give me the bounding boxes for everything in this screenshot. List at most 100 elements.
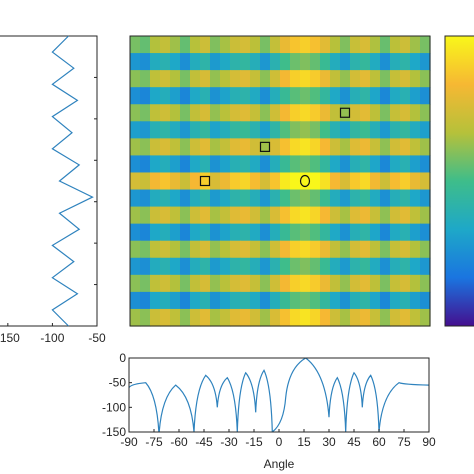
left-plot-ticks: -150 -100 -50 [0, 76, 106, 345]
heatmap-cell [310, 291, 321, 310]
heatmap-cell [260, 70, 271, 88]
heatmap-cell [360, 121, 371, 139]
heatmap-cell [200, 206, 211, 225]
heatmap-cell [200, 36, 211, 54]
heatmap-cell [330, 291, 341, 310]
heatmap-cell [340, 138, 351, 157]
heatmap-cell [400, 155, 411, 174]
heatmap-cell [280, 274, 291, 293]
heatmap-cell [380, 70, 391, 88]
heatmap-cell [220, 36, 231, 54]
heatmap-cell [320, 172, 331, 191]
heatmap-cell [210, 155, 221, 174]
heatmap-cell [240, 189, 251, 208]
heatmap-cell [370, 189, 381, 208]
heatmap-cell [420, 223, 431, 242]
heatmap-cell [210, 70, 221, 88]
heatmap-cell [240, 257, 251, 276]
heatmap-cell [210, 172, 221, 191]
heatmap-cell [340, 308, 351, 327]
heatmap-cell [280, 87, 291, 105]
heatmap-cell [340, 257, 351, 276]
heatmap-cell [160, 53, 171, 71]
heatmap-cell [310, 240, 321, 259]
heatmap-cell [170, 257, 181, 276]
bottom-x-tick-label: -30 [220, 435, 238, 449]
heatmap-cell [250, 104, 261, 122]
heatmap-cell [290, 104, 301, 122]
heatmap-cell [420, 308, 431, 327]
heatmap-cell [300, 53, 311, 71]
heatmap-cell [360, 36, 371, 54]
heatmap-cell [300, 87, 311, 105]
heatmap-cell [140, 104, 151, 122]
heatmap-cell [210, 257, 221, 276]
heatmap-cell [150, 257, 161, 276]
heatmap-cell [370, 53, 381, 71]
heatmap-cell [300, 223, 311, 242]
heatmap-cell [130, 291, 141, 310]
heatmap-cell [410, 291, 421, 310]
circle-marker [299, 174, 311, 188]
heatmap-cell [310, 257, 321, 276]
heatmap-cell [360, 53, 371, 71]
heatmap-cell [200, 257, 211, 276]
heatmap-cell [330, 87, 341, 105]
heatmap-cell [230, 257, 241, 276]
heatmap-cell [390, 291, 401, 310]
heatmap-cell [360, 240, 371, 259]
bottom-x-tick-label: -60 [170, 435, 188, 449]
heatmap-cell [410, 223, 421, 242]
heatmap-cell [140, 274, 151, 293]
heatmap-cell [400, 189, 411, 208]
heatmap-cell [420, 87, 431, 105]
heatmap-cell [290, 291, 301, 310]
heatmap-cell [280, 121, 291, 139]
bottom-x-tick-label: 30 [322, 435, 336, 449]
heatmap-cell [130, 257, 141, 276]
heatmap-cell [400, 308, 411, 327]
heatmap-frame [129, 35, 431, 327]
heatmap-cell [360, 172, 371, 191]
heatmap-cell [260, 206, 271, 225]
heatmap-cell [240, 138, 251, 157]
heatmap-cell [400, 53, 411, 71]
colorbar-frame [444, 35, 474, 327]
heatmap-cell [320, 257, 331, 276]
heatmap-cell [230, 138, 241, 157]
heatmap-cell [320, 291, 331, 310]
heatmap-cell [130, 308, 141, 327]
heatmap-cell [400, 206, 411, 225]
heatmap-cell [230, 189, 241, 208]
heatmap-cell [370, 223, 381, 242]
heatmap-cell [150, 155, 161, 174]
heatmap-cell [310, 308, 321, 327]
heatmap-cell [290, 189, 301, 208]
heatmap-cell [160, 36, 171, 54]
heatmap-cell [380, 206, 391, 225]
heatmap-cell [320, 308, 331, 327]
heatmap-cell [360, 206, 371, 225]
heatmap-cell [330, 138, 341, 157]
heatmap-cell [190, 240, 201, 259]
heatmap-cell [270, 291, 281, 310]
heatmap-cell [360, 189, 371, 208]
heatmap-cell [360, 274, 371, 293]
heatmap-cell [240, 291, 251, 310]
heatmap-cell [140, 36, 151, 54]
heatmap-cell [240, 87, 251, 105]
heatmap-cell [370, 274, 381, 293]
heatmap-cell [180, 257, 191, 276]
left-profile-plot: -150 -100 -50 [0, 35, 106, 345]
heatmap-cell [220, 240, 231, 259]
heatmap-cell [200, 308, 211, 327]
heatmap-cell [380, 308, 391, 327]
heatmap-cell [240, 104, 251, 122]
heatmap-cell [140, 206, 151, 225]
heatmap-cell [340, 189, 351, 208]
bottom-y-tick-label: 0 [119, 351, 126, 365]
bottom-x-tick-label: 0 [276, 435, 283, 449]
heatmap-cell [290, 121, 301, 139]
heatmap-cell [260, 240, 271, 259]
